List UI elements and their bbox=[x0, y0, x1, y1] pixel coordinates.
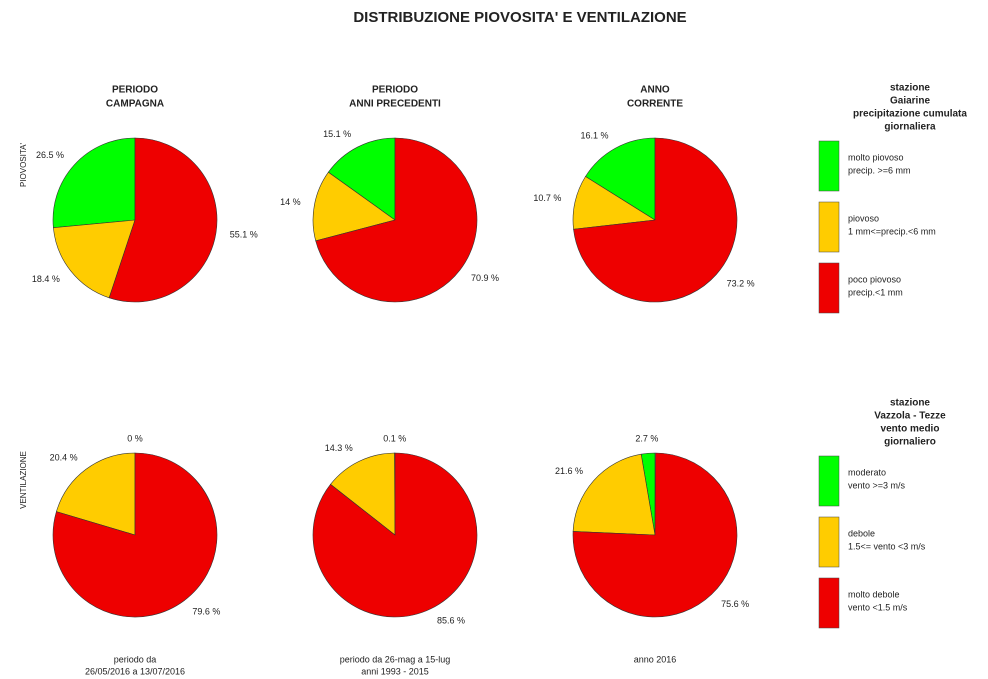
legend-swatch bbox=[818, 577, 840, 629]
pie-slice bbox=[572, 452, 738, 618]
legend-label: molto piovoso bbox=[848, 152, 904, 162]
legend-label: piovoso bbox=[848, 213, 879, 223]
column-title: PERIODO bbox=[372, 85, 418, 96]
legend-label: moderato bbox=[848, 467, 886, 477]
pie-slice bbox=[53, 219, 136, 299]
value-label: 16.1 % bbox=[580, 130, 608, 140]
column-title: CORRENTE bbox=[627, 99, 683, 110]
row-label: PIOVOSITA' bbox=[19, 143, 28, 188]
legend-title: vento medio bbox=[881, 424, 940, 435]
value-label: 21.6 % bbox=[555, 466, 583, 476]
pie-slice bbox=[56, 452, 136, 536]
legend-swatch bbox=[818, 455, 840, 507]
value-label: 55.1 % bbox=[230, 230, 258, 240]
value-label: 20.4 % bbox=[50, 452, 78, 462]
value-label: 0 % bbox=[127, 433, 143, 443]
column-title: CAMPAGNA bbox=[106, 99, 164, 110]
legend-label: 1 mm<=precip.<6 mm bbox=[848, 226, 936, 236]
legend-swatch bbox=[818, 262, 840, 314]
value-label: 10.7 % bbox=[533, 193, 561, 203]
legend-title: giornaliero bbox=[884, 437, 936, 448]
legend-label: vento <1.5 m/s bbox=[848, 602, 908, 612]
value-label: 73.2 % bbox=[727, 278, 755, 288]
value-label: 0.1 % bbox=[383, 433, 406, 443]
pie-slice bbox=[52, 452, 218, 618]
value-label: 18.4 % bbox=[32, 274, 60, 284]
legend-label: molto debole bbox=[848, 589, 900, 599]
footer-note: 26/05/2016 a 13/07/2016 bbox=[85, 666, 185, 676]
pie-slice bbox=[312, 452, 478, 618]
value-label: 2.7 % bbox=[635, 434, 658, 444]
pie-slice bbox=[312, 171, 396, 242]
column-title: ANNO bbox=[640, 85, 670, 96]
legend-label: poco piovoso bbox=[848, 274, 901, 284]
legend-label: vento >=3 m/s bbox=[848, 480, 906, 490]
pie-slice bbox=[108, 137, 218, 303]
value-label: 85.6 % bbox=[437, 616, 465, 626]
legend-title: Vazzola - Tezze bbox=[874, 411, 946, 422]
pie-slice bbox=[572, 453, 656, 536]
column-title: PERIODO bbox=[112, 85, 158, 96]
value-label: 70.9 % bbox=[471, 273, 499, 283]
footer-note: periodo da 26-mag a 15-lug bbox=[340, 654, 451, 664]
pie-slice bbox=[315, 137, 478, 303]
value-label: 26.5 % bbox=[36, 150, 64, 160]
column-title: ANNI PRECEDENTI bbox=[349, 99, 441, 110]
legend-title: giornaliera bbox=[884, 122, 936, 133]
pie-slice bbox=[52, 137, 136, 229]
value-label: 14.3 % bbox=[325, 443, 353, 453]
footer-note: anno 2016 bbox=[634, 654, 677, 664]
page-title: DISTRIBUZIONE PIOVOSITA' E VENTILAZIONE bbox=[353, 9, 686, 26]
legend-label: precip.<1 mm bbox=[848, 287, 903, 297]
pie-slice bbox=[327, 137, 396, 221]
row-label: VENTILAZIONE bbox=[19, 451, 28, 509]
legend-swatch bbox=[818, 140, 840, 192]
legend-label: precip. >=6 mm bbox=[848, 165, 911, 175]
legend-swatch bbox=[818, 516, 840, 568]
footer-note: anni 1993 - 2015 bbox=[361, 666, 429, 676]
value-label: 14 % bbox=[280, 197, 301, 207]
footer-note: periodo da bbox=[114, 654, 157, 664]
legend-title: stazione bbox=[890, 83, 930, 94]
legend-title: Gaiarine bbox=[890, 96, 930, 107]
value-label: 15.1 % bbox=[323, 129, 351, 139]
value-label: 79.6 % bbox=[192, 606, 220, 616]
legend-label: debole bbox=[848, 528, 875, 538]
legend-title: precipitazione cumulata bbox=[853, 109, 967, 120]
pie-slice bbox=[573, 137, 738, 303]
legend-label: 1.5<= vento <3 m/s bbox=[848, 541, 926, 551]
value-label: 75.6 % bbox=[721, 599, 749, 609]
pie-slice bbox=[585, 137, 656, 221]
legend-title: stazione bbox=[890, 398, 930, 409]
legend-swatch bbox=[818, 201, 840, 253]
pie-slice bbox=[330, 452, 396, 536]
